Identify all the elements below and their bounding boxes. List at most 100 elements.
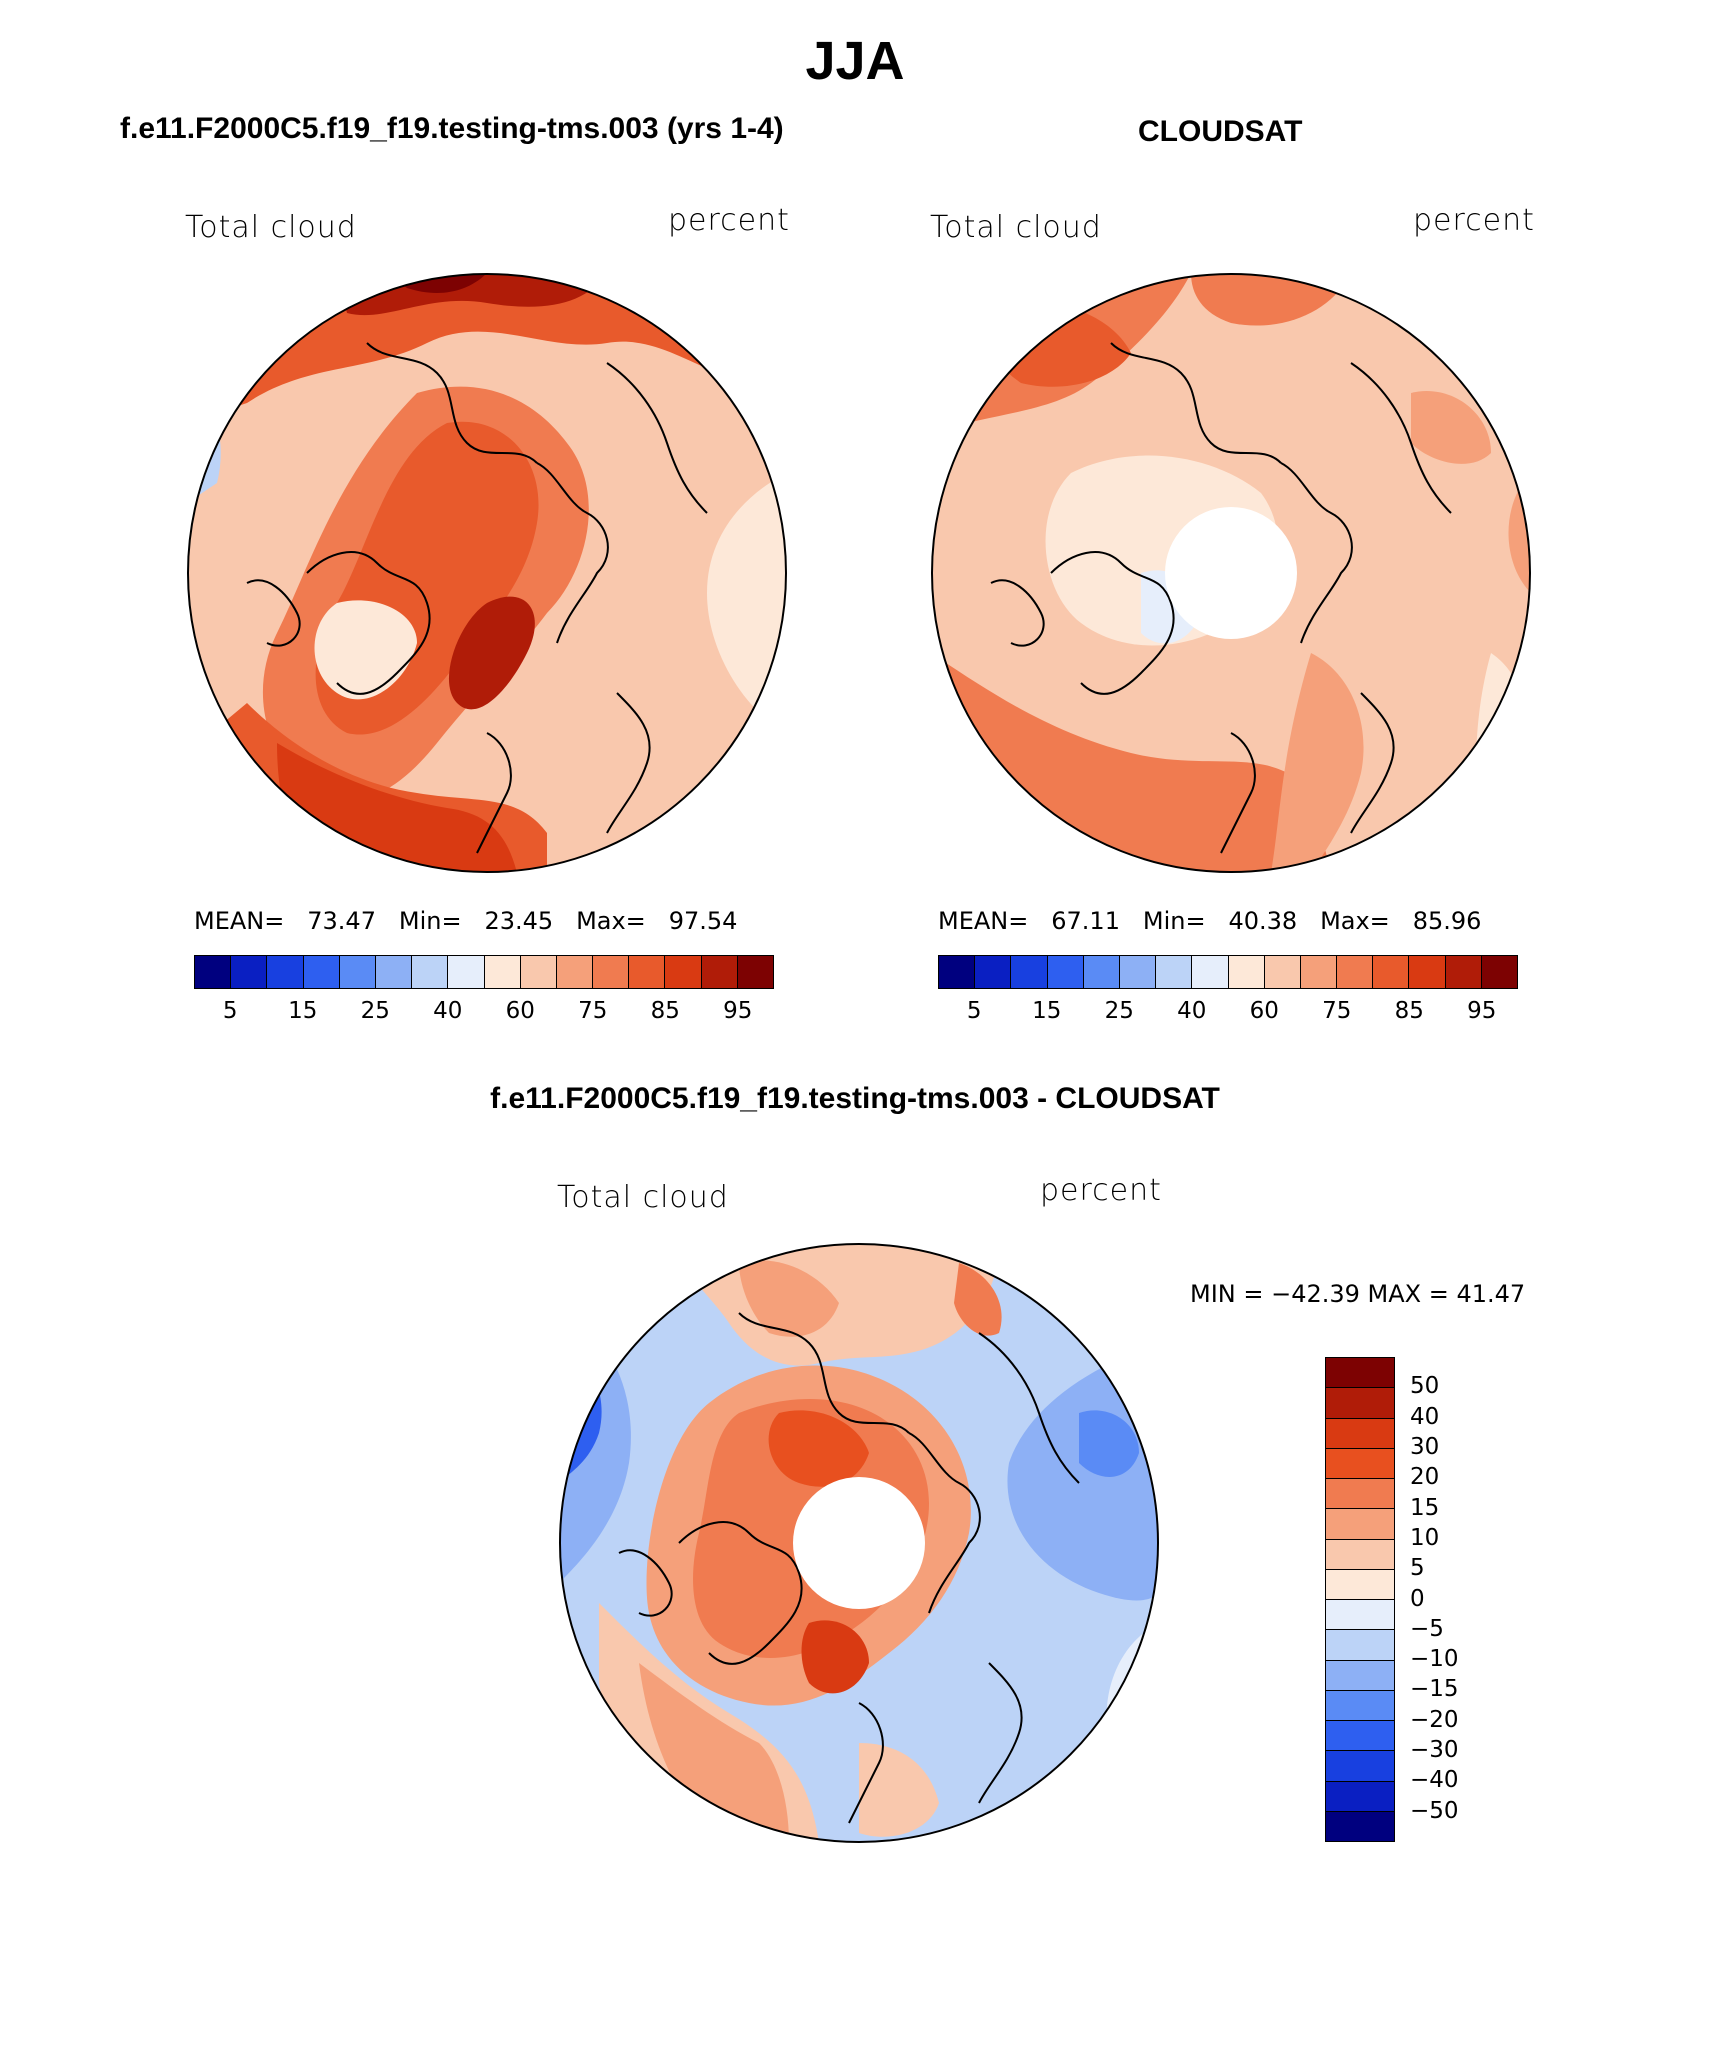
colorbar-segment	[1192, 956, 1229, 988]
mean-value: 67.11	[1051, 907, 1120, 935]
colorbar-segment	[1047, 956, 1084, 988]
colorbar-segment	[448, 956, 485, 988]
colorbar-tick-label: 0	[1410, 1585, 1425, 1612]
mean-label: MEAN=	[938, 907, 1029, 935]
colorbar-segment	[1326, 1569, 1394, 1600]
colorbar-tick-label: 5	[1410, 1555, 1425, 1582]
colorbar-segment	[629, 956, 666, 988]
colorbar-segment	[1326, 1751, 1394, 1782]
mean-value: 73.47	[307, 907, 376, 935]
colorbar-segment	[1300, 956, 1338, 988]
colorbar-tick-label: −10	[1410, 1646, 1459, 1673]
colorbar-tick-label: −20	[1410, 1706, 1459, 1733]
colorbar-segment	[484, 956, 521, 988]
colorbar-segment	[520, 956, 557, 988]
panel-obs-colorbar-ticks: 5 15 25 40 60 75 85 95	[938, 998, 1518, 1028]
colorbar-tick-label: 25	[360, 998, 390, 1024]
panel-obs-variable: Total cloud	[930, 210, 1102, 245]
colorbar-segment	[556, 956, 594, 988]
colorbar-segment	[593, 956, 630, 988]
min-value: 23.45	[484, 907, 554, 935]
colorbar-segment	[1326, 1418, 1394, 1449]
panel-model-title: f.e11.F2000C5.f19_f19.testing-tms.003 (y…	[120, 112, 784, 145]
colorbar-segment	[1326, 1509, 1394, 1540]
panel-model-variable: Total cloud	[185, 210, 357, 245]
colorbar-tick-label: −50	[1410, 1797, 1459, 1824]
diff-title: f.e11.F2000C5.f19_f19.testing-tms.003 - …	[490, 1082, 1220, 1115]
colorbar-tick-label: 5	[966, 998, 982, 1024]
colorbar-segment	[1119, 956, 1157, 988]
max-value: 97.54	[668, 907, 738, 935]
colorbar-segment	[1083, 956, 1120, 988]
colorbar-segment	[303, 956, 340, 988]
diff-minmax: MIN = −42.39 MAX = 41.47	[1190, 1280, 1526, 1308]
colorbar-segment	[1337, 956, 1374, 988]
colorbar-segment	[1326, 1479, 1394, 1510]
colorbar-segment	[737, 956, 773, 988]
colorbar-tick-label: 40	[1410, 1403, 1440, 1430]
colorbar-segment	[1156, 956, 1193, 988]
cloudsat-polar-map	[931, 273, 1531, 873]
colorbar-segment	[1326, 1781, 1394, 1812]
max-value: 85.96	[1412, 907, 1482, 935]
colorbar-tick-label: 20	[1410, 1464, 1440, 1491]
model-polar-map	[187, 273, 787, 873]
colorbar-tick-label: 75	[1322, 998, 1352, 1024]
diff-colorbar-ticks: 50 40 30 20 15 10 5 0 −5 −10 −15 −20 −30 −40 −50	[1410, 1357, 1530, 1842]
colorbar-segment	[1481, 956, 1517, 988]
colorbar-segment	[1326, 1448, 1394, 1479]
colorbar-tick-label: 95	[723, 998, 753, 1024]
panel-model-colorbar	[194, 955, 774, 989]
colorbar-segment	[701, 956, 738, 988]
colorbar-segment	[939, 956, 976, 988]
colorbar-tick-label: −15	[1410, 1676, 1459, 1703]
colorbar-segment	[1445, 956, 1482, 988]
colorbar-segment	[231, 956, 268, 988]
colorbar-tick-label: 60	[1249, 998, 1279, 1024]
colorbar-segment	[1326, 1660, 1394, 1691]
panel-model-stats: MEAN= 73.47 Min= 23.45 Max= 97.54	[194, 907, 737, 935]
mean-label: MEAN=	[194, 907, 285, 935]
difference-polar-map	[559, 1243, 1159, 1843]
min-label: Min=	[1142, 907, 1206, 935]
diff-variable: Total cloud	[557, 1180, 729, 1215]
colorbar-segment	[1326, 1811, 1394, 1841]
colorbar-segment	[1373, 956, 1410, 988]
colorbar-segment	[665, 956, 702, 988]
colorbar-segment	[267, 956, 304, 988]
colorbar-segment	[975, 956, 1012, 988]
panel-model-colorbar-ticks: 5 15 25 40 60 75 85 95	[194, 998, 774, 1028]
colorbar-tick-label: 15	[1032, 998, 1062, 1024]
panel-model-units: percent	[668, 203, 790, 238]
colorbar-segment	[1326, 1539, 1394, 1570]
colorbar-tick-label: 85	[650, 998, 680, 1024]
colorbar-tick-label: 60	[505, 998, 535, 1024]
colorbar-tick-label: 50	[1410, 1373, 1440, 1400]
colorbar-segment	[375, 956, 413, 988]
colorbar-segment	[1326, 1630, 1394, 1661]
colorbar-segment	[1228, 956, 1265, 988]
colorbar-tick-label: 15	[288, 998, 318, 1024]
colorbar-tick-label: 30	[1410, 1433, 1440, 1460]
colorbar-tick-label: 25	[1104, 998, 1134, 1024]
colorbar-segment	[412, 956, 449, 988]
panel-obs-stats: MEAN= 67.11 Min= 40.38 Max= 85.96	[938, 907, 1481, 935]
colorbar-tick-label: 40	[433, 998, 463, 1024]
colorbar-tick-label: 10	[1410, 1524, 1440, 1551]
colorbar-segment	[1264, 956, 1301, 988]
colorbar-segment	[1326, 1600, 1394, 1631]
colorbar-tick-label: 40	[1177, 998, 1207, 1024]
colorbar-tick-label: 85	[1394, 998, 1424, 1024]
colorbar-segment	[1326, 1388, 1394, 1419]
colorbar-segment	[1326, 1721, 1394, 1752]
colorbar-tick-label: −5	[1410, 1615, 1444, 1642]
min-value: 40.38	[1228, 907, 1298, 935]
colorbar-tick-label: 15	[1410, 1494, 1440, 1521]
diff-colorbar	[1325, 1357, 1395, 1842]
colorbar-tick-label: −40	[1410, 1767, 1459, 1794]
colorbar-segment	[339, 956, 376, 988]
colorbar-segment	[1326, 1690, 1394, 1721]
max-label: Max=	[576, 907, 646, 935]
panel-obs-title: CLOUDSAT	[1138, 115, 1303, 148]
diff-units: percent	[1040, 1173, 1162, 1208]
